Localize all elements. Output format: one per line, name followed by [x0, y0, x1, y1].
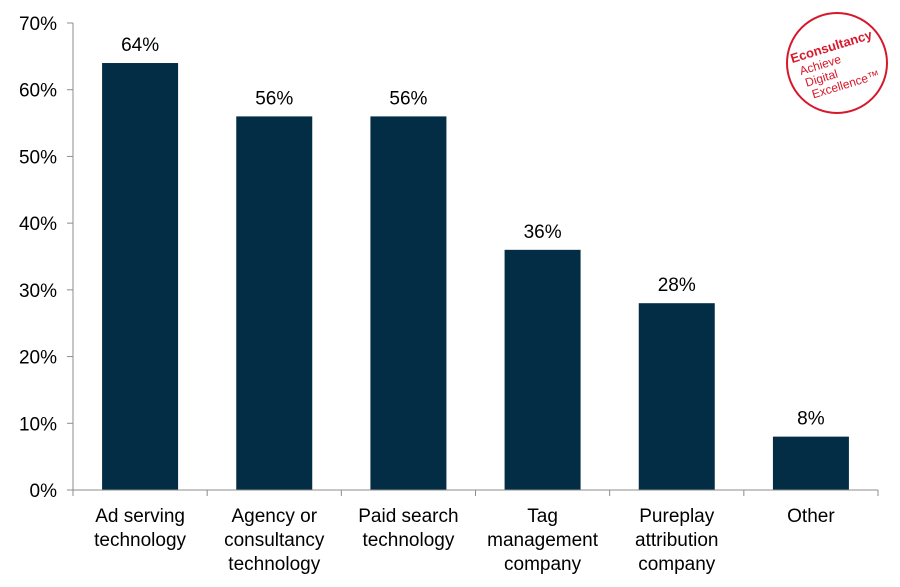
y-axis: 0% 10% 20% 30% 40% 50% 60% 70%	[19, 14, 74, 502]
y-tick-label: 20%	[19, 348, 57, 369]
econsultancy-logo: Econsultancy Achieve Digital Excellence™	[786, 12, 888, 114]
x-axis	[72, 489, 879, 496]
data-label: 8%	[797, 409, 825, 430]
data-label: 56%	[389, 88, 427, 109]
category-label: Other	[787, 506, 835, 527]
category-label: Agency or consultancy technology	[224, 506, 325, 575]
category-label: Ad serving technology	[94, 506, 186, 551]
bars	[102, 63, 849, 491]
y-tick-label: 10%	[19, 414, 57, 435]
data-label: 36%	[524, 222, 562, 243]
data-label: 28%	[658, 275, 696, 296]
data-label: 64%	[121, 35, 159, 56]
bar	[638, 303, 715, 490]
data-label: 56%	[255, 88, 293, 109]
category-labels: Ad serving technology Agency or consultancy…	[94, 506, 835, 575]
category-label: Pureplay attribution company	[635, 506, 718, 575]
y-tick-label: 50%	[19, 147, 57, 168]
bar	[102, 63, 179, 491]
y-tick-label: 70%	[19, 14, 57, 35]
bar	[236, 116, 313, 491]
y-tick-label: 40%	[19, 214, 57, 235]
y-tick-label: 30%	[19, 281, 57, 302]
y-tick-label: 0%	[30, 481, 58, 502]
bar	[504, 249, 581, 490]
category-label: Paid search technology	[358, 506, 458, 551]
category-label: Tag management company	[487, 506, 599, 575]
bar	[370, 116, 447, 491]
y-tick-label: 60%	[19, 81, 57, 102]
logo-ring	[786, 12, 888, 114]
data-labels: 64% 56% 56% 36% 28% 8%	[121, 35, 825, 430]
bar	[772, 436, 849, 490]
